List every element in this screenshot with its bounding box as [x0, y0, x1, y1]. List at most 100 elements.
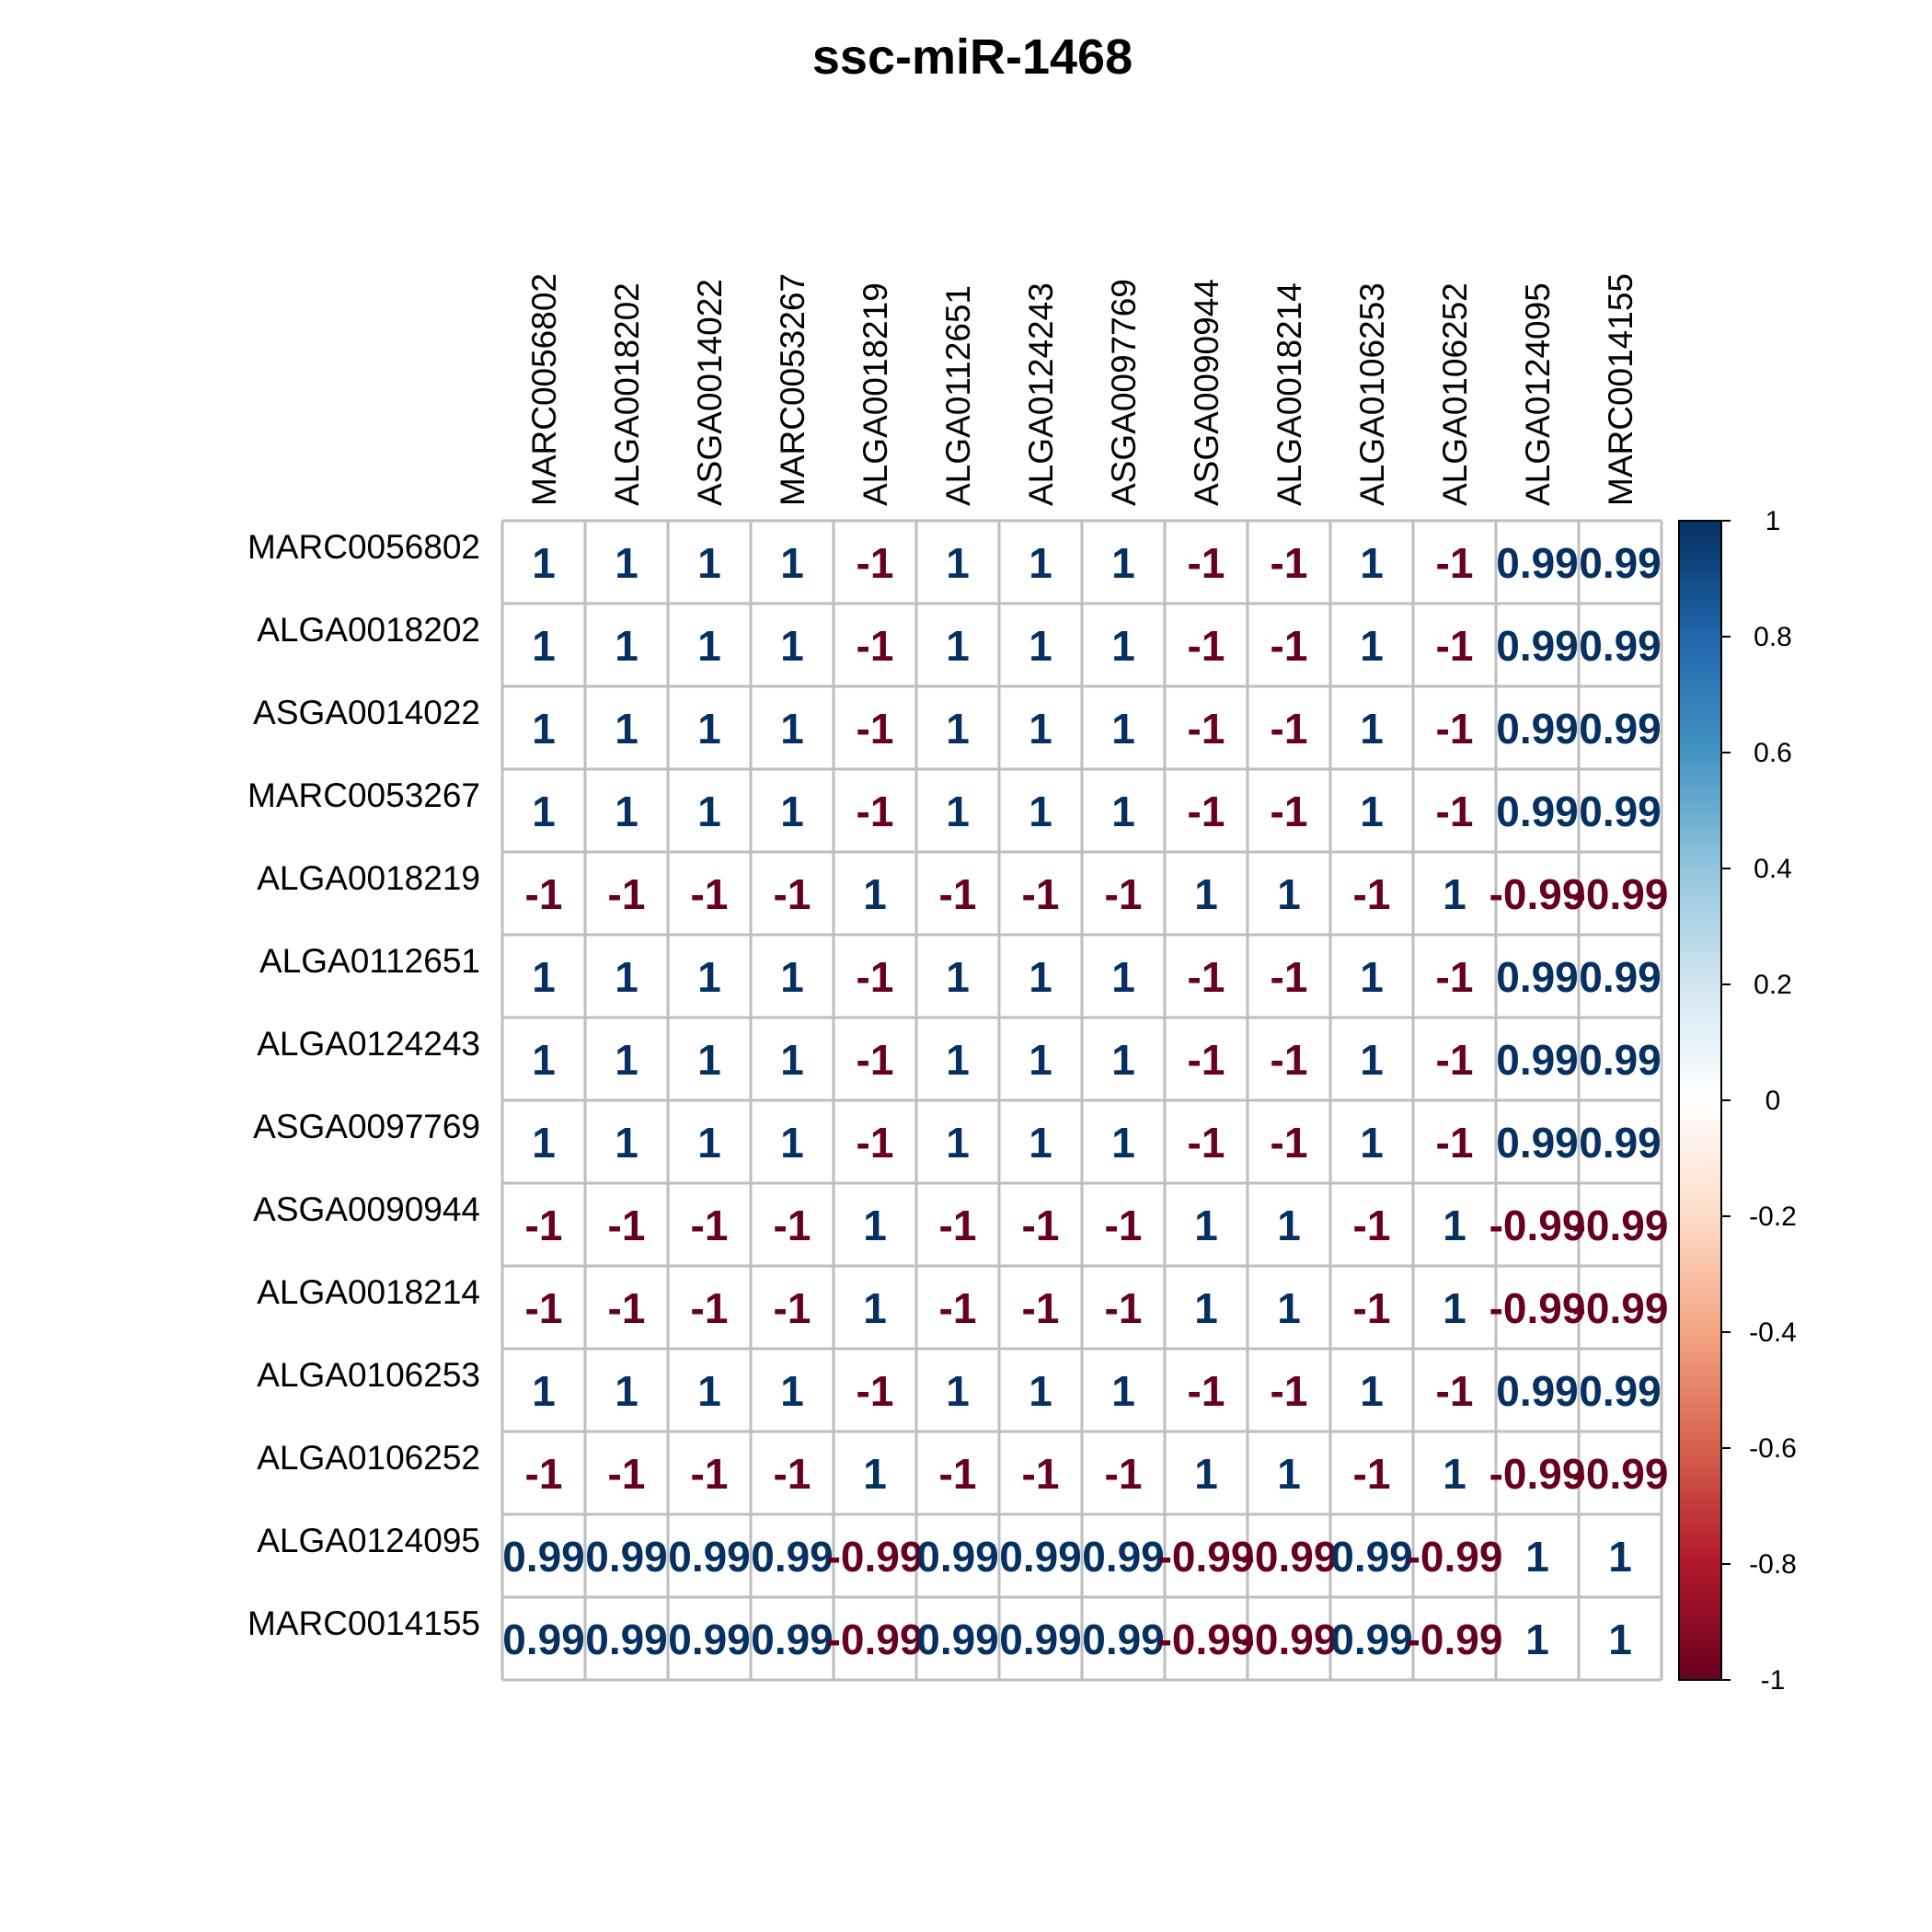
cell-value: -0.99 — [827, 1533, 924, 1581]
cell-value: -1 — [1105, 1450, 1143, 1498]
cell-value: -1 — [774, 1202, 811, 1249]
column-labels: MARC0056802 ALGA0018202 ASGA0014022 MARC005… — [525, 273, 1639, 506]
cell-value: -1 — [939, 870, 977, 918]
cell-value: -1 — [1271, 622, 1308, 670]
cell-value: 1 — [780, 539, 804, 587]
cell-value: -0.99 — [1241, 1616, 1338, 1663]
cell-value: 1 — [532, 1036, 556, 1084]
cell-value: 0.99 — [999, 1533, 1082, 1581]
cell-value: -1 — [1271, 953, 1308, 1001]
cell-value: -1 — [1188, 539, 1225, 587]
correlation-grid — [500, 519, 1663, 1682]
cell-value: 1 — [615, 1119, 638, 1167]
cell-value: 1 — [1525, 1533, 1549, 1581]
legend-tick-label: 0.2 — [1754, 970, 1792, 1000]
cell-value: 0.99 — [1496, 622, 1579, 670]
row-label: ALGA0018219 — [257, 859, 480, 897]
cell-value: -1 — [774, 1284, 811, 1332]
row-label: ALGA0106253 — [257, 1356, 480, 1394]
cell-value: 1 — [946, 539, 970, 587]
cell-value: 0.99 — [1579, 539, 1662, 587]
cell-value: -0.99 — [1572, 870, 1669, 918]
cell-value: 1 — [697, 705, 721, 753]
cell-value: 1 — [697, 1119, 721, 1167]
cell-value: -1 — [857, 705, 894, 753]
cell-value: 1 — [1360, 705, 1384, 753]
cell-value: -1 — [608, 1450, 646, 1498]
cell-value: 1 — [780, 788, 804, 835]
cell-value: -0.99 — [1572, 1284, 1669, 1332]
cell-value: 1 — [780, 953, 804, 1001]
cell-value: 0.99 — [1496, 539, 1579, 587]
cell-value: 0.99 — [1579, 705, 1662, 753]
cell-value: 1 — [780, 622, 804, 670]
cell-value: -1 — [1436, 953, 1474, 1001]
cell-value: 1 — [1111, 1367, 1135, 1415]
column-label: ALGA0124243 — [1022, 282, 1060, 506]
cell-value: -1 — [1188, 1367, 1225, 1415]
cell-value: -1 — [857, 953, 894, 1001]
cell-value: -1 — [1022, 1450, 1060, 1498]
cell-value: 0.99 — [916, 1616, 999, 1663]
cell-value: -1 — [691, 1202, 729, 1249]
cell-value: -1 — [1022, 870, 1060, 918]
cell-value: 0.99 — [502, 1533, 585, 1581]
cell-value: 1 — [780, 1367, 804, 1415]
cell-value: -0.99 — [1241, 1533, 1338, 1581]
cell-value: 1 — [1277, 1202, 1301, 1249]
row-label: MARC0053267 — [247, 776, 480, 814]
cell-value: 0.99 — [585, 1616, 668, 1663]
cell-value: 1 — [1029, 622, 1052, 670]
cell-value: 1 — [615, 788, 638, 835]
cell-value: -1 — [1271, 1119, 1308, 1167]
row-label: ALGA0124095 — [257, 1522, 480, 1559]
cell-value: -1 — [1022, 1202, 1060, 1249]
cell-value: -1 — [939, 1450, 977, 1498]
cell-value: -1 — [1271, 1036, 1308, 1084]
column-label: ASGA0014022 — [691, 279, 729, 506]
cell-value: -0.99 — [1489, 1450, 1586, 1498]
cell-value: 0.99 — [1330, 1533, 1413, 1581]
cell-value: -1 — [525, 1284, 563, 1332]
cell-value: 1 — [946, 1367, 970, 1415]
cell-value: 1 — [1443, 1202, 1466, 1249]
cell-value: -0.99 — [1489, 1202, 1586, 1249]
cell-value: 0.99 — [1496, 1119, 1579, 1167]
row-label: ALGA0018214 — [257, 1273, 480, 1311]
cell-value: 1 — [615, 705, 638, 753]
cell-value: -1 — [1188, 705, 1225, 753]
cell-value: 0.99 — [1496, 788, 1579, 835]
cell-value: 0.99 — [916, 1533, 999, 1581]
column-label: ALGA0018219 — [857, 282, 894, 506]
column-label: MARC0056802 — [525, 273, 563, 506]
cell-value: -1 — [1436, 1367, 1474, 1415]
cell-value: 0.99 — [1579, 788, 1662, 835]
cell-value: 1 — [1443, 1450, 1466, 1498]
cell-value: -1 — [1353, 870, 1391, 918]
cell-value: 1 — [1360, 1119, 1384, 1167]
legend-tick-label: 0.6 — [1754, 738, 1792, 768]
cell-value: 1 — [1277, 870, 1301, 918]
row-label: ASGA0014022 — [253, 694, 480, 731]
row-label: ALGA0106252 — [257, 1439, 480, 1477]
cell-value: -1 — [1271, 788, 1308, 835]
cell-value: -0.99 — [1489, 1284, 1586, 1332]
chart-title: ssc-miR-1468 — [812, 29, 1133, 85]
cell-value: -1 — [1436, 1119, 1474, 1167]
cell-value: -1 — [1353, 1284, 1391, 1332]
cell-value: 1 — [1029, 1119, 1052, 1167]
cell-value: 1 — [780, 705, 804, 753]
cell-value: -1 — [525, 1202, 563, 1249]
cell-value: -0.99 — [1158, 1616, 1255, 1663]
legend-tick-label: -0.6 — [1749, 1433, 1797, 1464]
cell-value: 1 — [532, 788, 556, 835]
cell-value: 1 — [1029, 539, 1052, 587]
column-label: ALGA0124095 — [1519, 282, 1557, 506]
cell-value: 1 — [532, 953, 556, 1001]
cell-value: 1 — [1029, 1367, 1052, 1415]
cell-value: 1 — [1277, 1450, 1301, 1498]
cell-value: 1 — [946, 953, 970, 1001]
cell-value: -1 — [691, 870, 729, 918]
cell-value: -1 — [608, 1284, 646, 1332]
legend-tick-label: -0.2 — [1749, 1202, 1797, 1232]
